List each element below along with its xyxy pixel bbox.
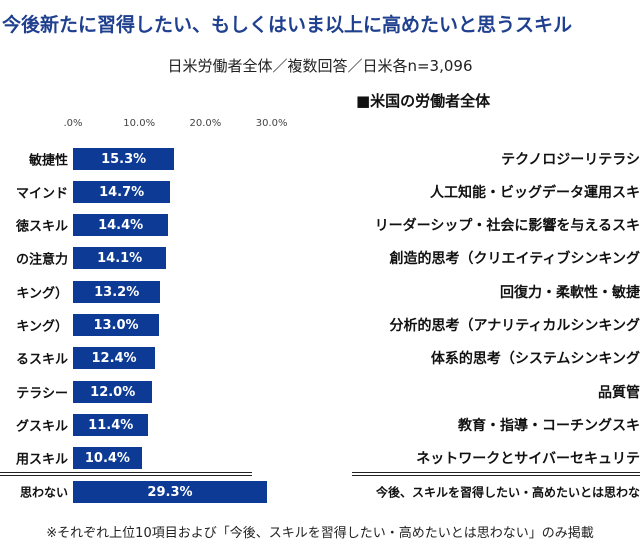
category-label-right: ネットワークとサイバーセキュリテ	[416, 451, 640, 467]
bar: 14.7%	[73, 181, 171, 203]
category-label-left: グスキル	[15, 419, 68, 435]
bar: 13.2%	[73, 281, 161, 303]
bar-value-label: 13.0%	[93, 317, 139, 333]
bar-value-label: 11.4%	[88, 417, 134, 433]
category-label-left: キング）	[16, 286, 68, 302]
bar: 13.0%	[73, 314, 160, 336]
category-label-right: 創造的思考（クリエイティブシンキング	[389, 251, 640, 267]
bar-value-label: 15.3%	[101, 151, 147, 167]
category-label-right: 分析的思考（アナリティカルシンキング	[389, 318, 640, 334]
category-label-left: テラシー	[16, 386, 68, 402]
category-label-right: 回復力・柔軟性・敏捷	[500, 285, 640, 301]
bar-value-label: 14.4%	[98, 217, 144, 233]
bar-value-label: 14.1%	[97, 250, 143, 266]
x-tick-label: 20.0%	[189, 118, 222, 129]
footnote: ※それぞれ上位10項目および「今後、スキルを習得したい・高めたいとは思わない」の…	[46, 526, 594, 541]
category-label-right: 教育・指導・コーチングスキ	[458, 418, 640, 434]
bar-value-label: 12.0%	[90, 384, 136, 400]
x-tick-label: 10.0%	[123, 118, 156, 129]
bar-value-label: 13.2%	[94, 284, 140, 300]
divider-left	[0, 472, 252, 476]
category-label-left: 思わない	[19, 485, 68, 500]
x-tick-label: .0%	[63, 118, 83, 129]
category-label-right: 品質管	[598, 385, 640, 401]
category-label-left: るスキル	[15, 352, 68, 368]
category-label-right: テクノロジーリテラシ	[501, 152, 640, 168]
bar: 12.4%	[73, 347, 156, 369]
bar: 10.4%	[73, 447, 142, 469]
category-label-right: リーダーシップ・社会に影響を与えるスキ	[374, 218, 640, 234]
bar: 14.4%	[73, 214, 169, 236]
bar: 12.0%	[73, 381, 153, 403]
bar: 15.3%	[73, 148, 175, 170]
category-label-left: 用スキル	[15, 452, 68, 468]
chart-title: 今後新たに習得したい、もしくはいま以上に高めたいと思うスキル	[2, 14, 573, 36]
category-label-left: 敏捷性	[28, 153, 68, 169]
bar-value-label: 10.4%	[84, 450, 130, 466]
bar-value-label: 14.7%	[99, 184, 145, 200]
category-label-left: 徳スキル	[15, 219, 68, 235]
category-label-left: キング）	[16, 319, 68, 335]
category-label-left: マインド	[15, 186, 68, 202]
bar: 29.3%	[73, 481, 267, 503]
bar-value-label: 29.3%	[147, 484, 193, 500]
x-tick-label: 30.0%	[255, 118, 288, 129]
divider-right	[352, 472, 640, 476]
category-label-left: の注意力	[15, 252, 68, 268]
us-section-header: ■米国の労働者全体	[356, 92, 491, 110]
bar-value-label: 12.4%	[91, 350, 137, 366]
category-label-right: 今後、スキルを習得したい・高めたいとは思わな	[375, 485, 640, 500]
bar: 11.4%	[73, 414, 149, 436]
chart-subtitle: 日米労働者全体／複数回答／日米各n=3,096	[167, 57, 473, 75]
bar: 14.1%	[73, 247, 167, 269]
category-label-right: 人工知能・ビッグデータ運用スキ	[430, 185, 640, 201]
category-label-right: 体系的思考（システムシンキング	[430, 351, 640, 367]
